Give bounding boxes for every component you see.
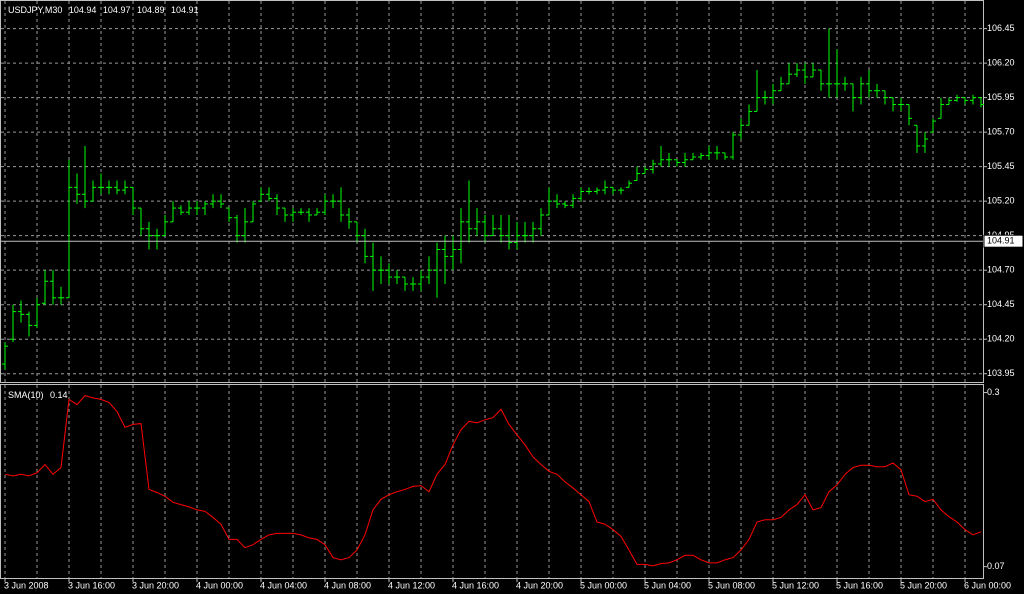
x-tick-label: 5 Jun 04:00 [644,580,691,590]
x-tick-label: 5 Jun 16:00 [836,580,883,590]
y-tick-label: 105.95 [987,92,1015,102]
y-tick-label: 104.45 [987,299,1015,309]
x-tick-label: 5 Jun 12:00 [772,580,819,590]
symbol: USDJPY,M30 [8,5,63,15]
chart-header: USDJPY,M30 104.94 104.97 104.89 104.91 [8,5,203,15]
y-tick-label: 106.20 [987,57,1015,67]
x-tick-label: 4 Jun 04:00 [260,580,307,590]
header-close: 104.91 [171,5,199,15]
x-tick-label: 4 Jun 20:00 [516,580,563,590]
indicator-header: SMA(10) 0.14 [8,390,72,400]
x-tick-label: 3 Jun 2008 [4,580,49,590]
y-tick-label: 104.70 [987,265,1015,275]
y-tick-label: 0.07 [987,561,1005,571]
x-tick-label: 5 Jun 08:00 [708,580,755,590]
x-tick-label: 3 Jun 20:00 [132,580,179,590]
x-tick-label: 4 Jun 16:00 [452,580,499,590]
y-tick-label: 104.20 [987,334,1015,344]
x-tick-label: 4 Jun 00:00 [196,580,243,590]
indicator-value: 0.14 [50,390,68,400]
y-tick-label: 105.70 [987,127,1015,137]
y-tick-label: 103.95 [987,368,1015,378]
current-price-label: 104.91 [987,236,1015,246]
x-tick-label: 4 Jun 08:00 [324,580,371,590]
header-low: 104.89 [136,5,165,15]
sma-line [4,395,982,567]
x-tick-label: 5 Jun 00:00 [580,580,627,590]
y-tick-label: 0.3 [987,387,1000,397]
indicator-panel [0,384,984,579]
x-tick-label: 3 Jun 16:00 [68,580,115,590]
indicator-name: SMA(10) [8,390,44,400]
y-tick-label: 105.45 [987,161,1015,171]
header-open: 104.94 [68,5,97,15]
x-tick-label: 5 Jun 20:00 [900,580,947,590]
x-tick-label: 6 Jun 00:00 [964,580,1011,590]
y-tick-label: 106.45 [987,23,1015,33]
current-price-box [983,234,1024,248]
header-high: 104.97 [102,5,131,15]
y-tick-label: 105.20 [987,196,1015,206]
x-tick-label: 4 Jun 12:00 [388,580,435,590]
main-panel [0,0,984,383]
